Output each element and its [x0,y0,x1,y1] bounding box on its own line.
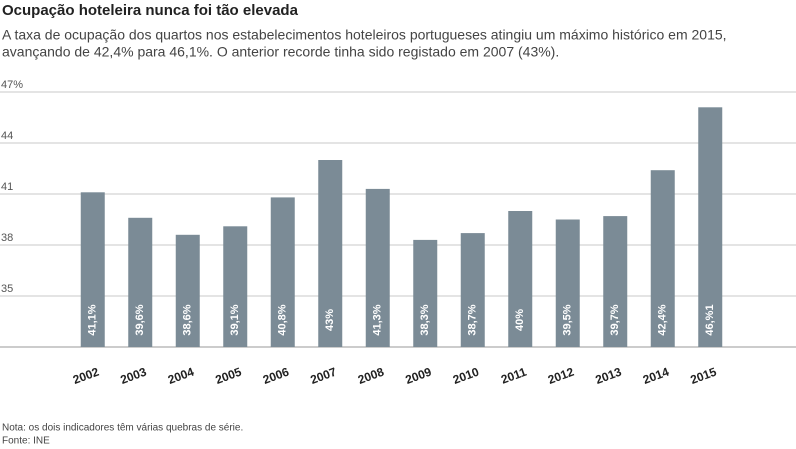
bar [80,192,105,347]
y-tick-label: 47% [1,79,23,91]
value-label: 41,1% [87,304,99,335]
bar [460,233,485,347]
value-label: 40% [514,309,526,331]
source: Fonte: INE [2,436,50,447]
value-label: 42,4% [657,304,669,335]
value-label: 46,%1 [704,304,716,335]
x-tick-label: 2004 [166,365,196,387]
x-tick-label: 2011 [499,365,529,387]
note: Nota: os dois indicadores têm várias que… [2,423,243,434]
value-label: 38,7% [467,304,479,335]
y-tick-label: 38 [1,232,13,244]
value-label: 41,3% [372,304,384,335]
chart-subtitle: avançando de 42,4% para 46,1%. O anterio… [2,44,559,60]
x-tick-label: 2006 [261,365,291,387]
value-label: 38,3% [419,304,431,335]
y-tick-label: 44 [1,130,13,142]
x-tick-label: 2002 [71,365,101,387]
x-tick-label: 2008 [356,365,386,387]
x-tick-label: 2014 [641,365,671,387]
value-label: 39,6% [134,304,146,335]
bar [175,234,200,347]
bar [128,217,153,347]
value-label: 39,5% [562,304,574,335]
x-tick-label: 2012 [546,365,576,387]
value-label: 38,6% [182,304,194,335]
x-tick-label: 2013 [593,365,623,387]
bar [365,188,390,347]
bar [555,219,580,347]
x-tick-label: 2007 [308,365,338,387]
y-tick-label: 41 [1,181,13,193]
bar [318,160,343,347]
bar [698,107,723,347]
bar [650,170,675,347]
y-tick-label: 35 [1,283,13,295]
bar [270,197,295,347]
bar [508,211,533,347]
x-tick-label: 2005 [213,365,243,387]
x-tick-label: 2015 [688,365,718,387]
x-tick-label: 2003 [118,365,148,387]
value-label: 39,1% [229,304,241,335]
chart-title: Ocupação hoteleira nunca foi tão elevada [2,2,299,19]
value-label: 39,7% [609,304,621,335]
value-label: 40,8% [277,304,289,335]
value-label: 43% [324,309,336,331]
x-tick-label: 2009 [403,365,433,387]
bar [413,239,438,347]
bar [223,226,248,347]
x-tick-label: 2010 [451,365,481,387]
bar [603,216,628,347]
chart-subtitle: A taxa de ocupação dos quartos nos estab… [2,27,727,43]
